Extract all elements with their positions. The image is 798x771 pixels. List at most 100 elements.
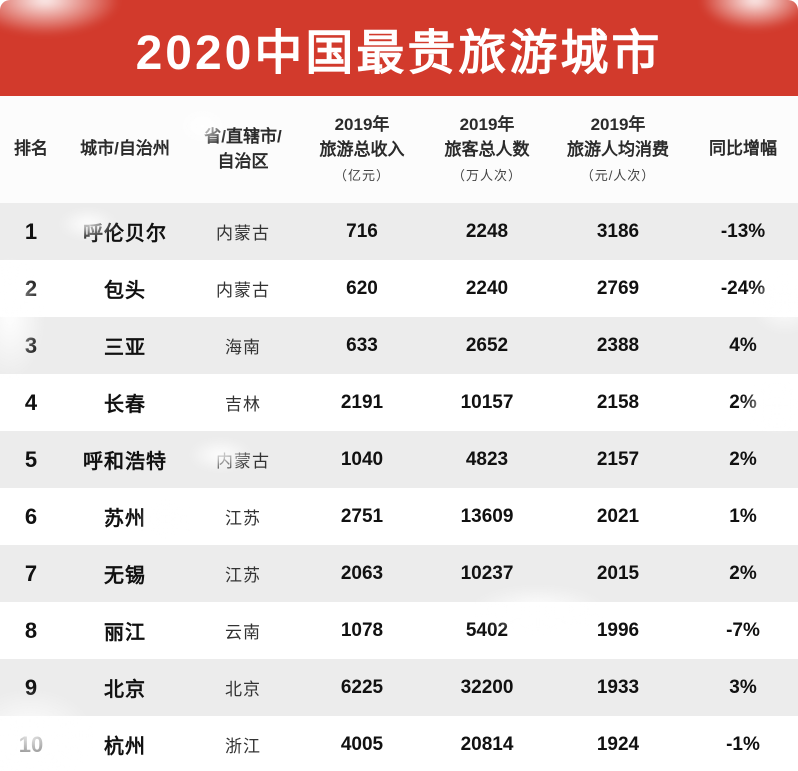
growth-cell: -13% [720,220,766,242]
growth-cell: 2% [729,562,757,584]
table-row: 3 三亚 海南 633 2652 2388 4% [0,317,798,374]
spend-cell: 1996 [596,619,640,641]
revenue-cell: 633 [346,334,378,356]
spend-cell: 2388 [596,334,640,356]
growth-cell: 4% [729,334,757,356]
growth-cell: 1% [729,505,757,527]
rank-cell: 7 [24,560,38,586]
city-cell: 长春 [104,394,146,416]
growth-cell: -7% [726,619,760,641]
province-cell: 江苏 [225,566,261,585]
ranking-table: 排名 城市/自治州 省/直辖市/ 自治区 2019年 旅游总收入 （亿元） 20… [0,96,798,771]
spend-cell: 1933 [596,676,640,698]
growth-cell: 2% [729,448,757,470]
rank-cell: 10 [18,731,44,757]
rank-cell: 5 [24,446,38,472]
revenue-cell: 6225 [340,676,384,698]
visitors-cell: 32200 [460,676,514,698]
table-row: 9 北京 北京 6225 32200 1933 3% [0,659,798,716]
city-cell: 呼和浩特 [83,451,167,473]
province-cell: 云南 [225,623,261,642]
header-rank: 排名 [0,137,62,162]
visitors-cell: 5402 [465,619,509,641]
header-visitors-line1: 2019年 [459,114,515,134]
revenue-cell: 716 [346,220,378,242]
header-province: 省/直辖市/ 自治区 [188,125,298,174]
table-row: 5 呼和浩特 内蒙古 1040 4823 2157 2% [0,431,798,488]
growth-cell: -1% [726,733,760,755]
header-spend-line2: 旅游人均消费 [567,139,669,159]
revenue-cell: 2063 [340,562,384,584]
visitors-cell: 2248 [465,220,509,242]
rank-cell: 8 [24,617,38,643]
table-row: 10 杭州 浙江 4005 20814 1924 -1% [0,716,798,771]
city-cell: 苏州 [104,508,146,530]
spend-cell: 2021 [596,505,640,527]
visitors-cell: 13609 [460,505,514,527]
province-cell: 浙江 [225,737,261,756]
rank-cell: 4 [24,389,38,415]
province-cell: 海南 [225,338,261,357]
revenue-cell: 2191 [340,391,384,413]
table-row: 6 苏州 江苏 2751 13609 2021 1% [0,488,798,545]
table-header: 排名 城市/自治州 省/直辖市/ 自治区 2019年 旅游总收入 （亿元） 20… [0,96,798,203]
province-cell: 江苏 [225,509,261,528]
growth-cell: -24% [720,277,766,299]
table-row: 1 呼伦贝尔 内蒙古 716 2248 3186 -13% [0,203,798,260]
table-row: 2 包头 内蒙古 620 2240 2769 -24% [0,260,798,317]
revenue-cell: 1040 [340,448,384,470]
city-cell: 无锡 [104,565,146,587]
header-revenue-line2: 旅游总收入 [319,139,405,159]
revenue-cell: 1078 [340,619,384,641]
table-row: 7 无锡 江苏 2063 10237 2015 2% [0,545,798,602]
visitors-cell: 2240 [465,277,509,299]
visitors-cell: 4823 [465,448,509,470]
revenue-cell: 620 [346,277,378,299]
header-growth-label: 同比增幅 [709,139,777,159]
header-visitors-unit: （万人次） [451,168,522,184]
revenue-cell: 2751 [340,505,384,527]
city-cell: 北京 [104,679,146,701]
province-cell: 内蒙古 [216,452,270,471]
visitors-cell: 2652 [465,334,509,356]
header-city-label: 城市/自治州 [80,139,170,159]
banner: 2020中国最贵旅游城市 [0,0,798,96]
city-cell: 三亚 [104,337,146,359]
city-cell: 杭州 [104,736,146,758]
header-growth: 同比增幅 [688,137,798,162]
header-province-line1: 省/直辖市/ [204,126,282,146]
header-city: 城市/自治州 [62,137,188,162]
rank-cell: 1 [24,218,38,244]
rank-cell: 2 [24,275,38,301]
visitors-cell: 20814 [460,733,514,755]
city-cell: 包头 [104,280,146,302]
rank-cell: 3 [24,332,38,358]
table-row: 8 丽江 云南 1078 5402 1996 -7% [0,602,798,659]
header-visitors: 2019年 旅客总人数 （万人次） [426,113,548,186]
city-cell: 丽江 [104,622,146,644]
header-spend-unit: （元/人次） [580,168,656,184]
header-province-line2: 自治区 [217,151,269,171]
header-rank-label: 排名 [14,139,48,159]
rank-cell: 9 [24,674,38,700]
header-revenue: 2019年 旅游总收入 （亿元） [298,113,426,186]
table-body: 1 呼伦贝尔 内蒙古 716 2248 3186 -13% 2 包头 内蒙古 6… [0,203,798,771]
province-cell: 北京 [225,680,261,699]
growth-cell: 3% [729,676,757,698]
table-row: 4 长春 吉林 2191 10157 2158 2% [0,374,798,431]
revenue-cell: 4005 [340,733,384,755]
province-cell: 吉林 [225,395,261,414]
spend-cell: 2769 [596,277,640,299]
visitors-cell: 10237 [460,562,514,584]
city-cell: 呼伦贝尔 [83,223,167,245]
header-spend-line1: 2019年 [590,114,646,134]
spend-cell: 2157 [596,448,640,470]
rank-cell: 6 [24,503,38,529]
header-visitors-line2: 旅客总人数 [444,139,530,159]
province-cell: 内蒙古 [216,281,270,300]
spend-cell: 3186 [596,220,640,242]
visitors-cell: 10157 [460,391,514,413]
growth-cell: 2% [729,391,757,413]
spend-cell: 2015 [596,562,640,584]
